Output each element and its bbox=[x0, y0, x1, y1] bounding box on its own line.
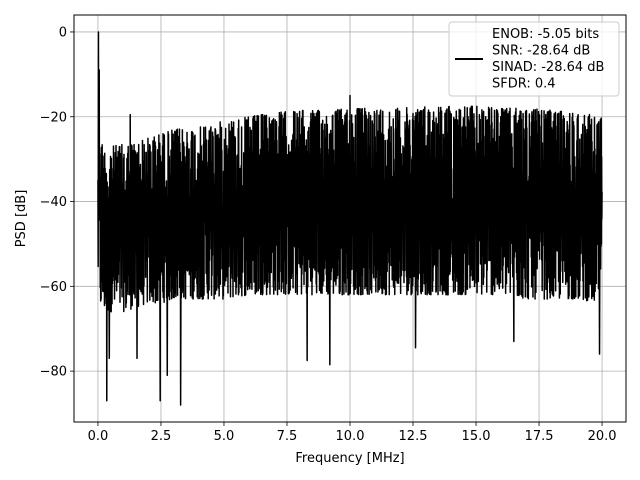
y-axis-label: PSD [dB] bbox=[14, 190, 29, 248]
legend-sfdr: SFDR: 0.4 bbox=[492, 77, 556, 92]
y-tick-label: −80 bbox=[40, 365, 67, 380]
y-tick-label: −20 bbox=[40, 110, 67, 125]
legend-enob: ENOB: -5.05 bits bbox=[492, 27, 599, 42]
x-axis: 0.0 2.5 5.0 7.5 10.0 12.5 15.0 17.5 20.0 bbox=[88, 422, 617, 444]
y-tick-label: 0 bbox=[59, 25, 67, 40]
y-tick-label: −40 bbox=[40, 195, 67, 210]
legend: ENOB: -5.05 bits SNR: -28.64 dB SINAD: -… bbox=[448, 21, 620, 97]
x-tick-label: 20.0 bbox=[588, 429, 617, 444]
x-tick-label: 10.0 bbox=[336, 429, 365, 444]
legend-sinad: SINAD: -28.64 dB bbox=[492, 60, 604, 75]
x-tick-label: 12.5 bbox=[399, 429, 428, 444]
y-tick-label: −60 bbox=[40, 280, 67, 295]
psd-series-line bbox=[97, 31, 603, 406]
legend-box bbox=[448, 21, 620, 97]
legend-snr: SNR: -28.64 dB bbox=[492, 44, 590, 59]
x-tick-label: 17.5 bbox=[525, 429, 554, 444]
x-tick-label: 0.0 bbox=[88, 429, 109, 444]
y-axis: 0 −20 −40 −60 −80 bbox=[40, 25, 74, 380]
x-tick-label: 2.5 bbox=[151, 429, 172, 444]
x-tick-label: 7.5 bbox=[277, 429, 298, 444]
plot-area bbox=[97, 31, 603, 406]
x-axis-label: Frequency [MHz] bbox=[295, 451, 404, 466]
x-tick-label: 5.0 bbox=[214, 429, 235, 444]
x-tick-label: 15.0 bbox=[462, 429, 491, 444]
